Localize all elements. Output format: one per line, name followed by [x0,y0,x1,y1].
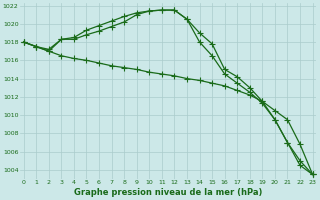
X-axis label: Graphe pression niveau de la mer (hPa): Graphe pression niveau de la mer (hPa) [74,188,262,197]
